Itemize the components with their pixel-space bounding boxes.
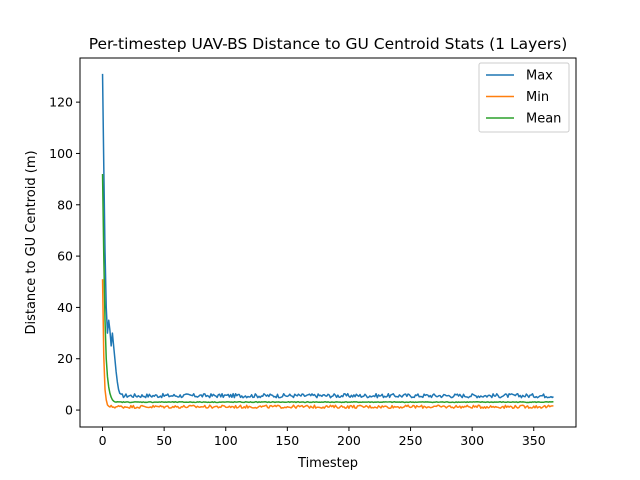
series-line-mean <box>101 173 554 404</box>
x-tick-label: 0 <box>99 433 107 448</box>
x-tick-label: 350 <box>522 433 546 448</box>
y-tick-label: 100 <box>49 146 73 161</box>
y-axis-ticks: 0 20 40 60 80 100 120 <box>49 95 80 418</box>
legend-box <box>478 62 570 133</box>
y-tick-label: 120 <box>49 95 73 110</box>
series-layer <box>101 73 554 409</box>
x-tick-label: 50 <box>156 433 172 448</box>
x-tick-label: 300 <box>460 433 484 448</box>
y-tick-label: 0 <box>65 403 73 418</box>
legend-label-mean: Mean <box>526 112 561 127</box>
x-axis-ticks: 0 50 100 150 200 250 300 350 <box>99 427 546 448</box>
legend-label-min: Min <box>526 90 549 105</box>
y-tick-label: 60 <box>57 249 73 264</box>
x-tick-label: 200 <box>337 433 361 448</box>
series-line-max <box>101 73 554 399</box>
plot-area-frame <box>79 57 577 428</box>
y-tick-label: 40 <box>57 300 73 315</box>
x-axis-label: Timestep <box>297 456 358 471</box>
x-tick-label: 100 <box>214 433 238 448</box>
x-tick-label: 150 <box>275 433 299 448</box>
legend: Max Min Mean <box>478 62 570 133</box>
y-tick-label: 80 <box>57 197 73 212</box>
series-line-min <box>101 279 554 409</box>
y-tick-label: 20 <box>57 351 73 366</box>
y-axis-label: Distance to GU Centroid (m) <box>24 150 39 334</box>
chart-title: Per-timestep UAV-BS Distance to GU Centr… <box>89 35 568 53</box>
legend-label-max: Max <box>526 69 553 84</box>
x-tick-label: 250 <box>399 433 423 448</box>
